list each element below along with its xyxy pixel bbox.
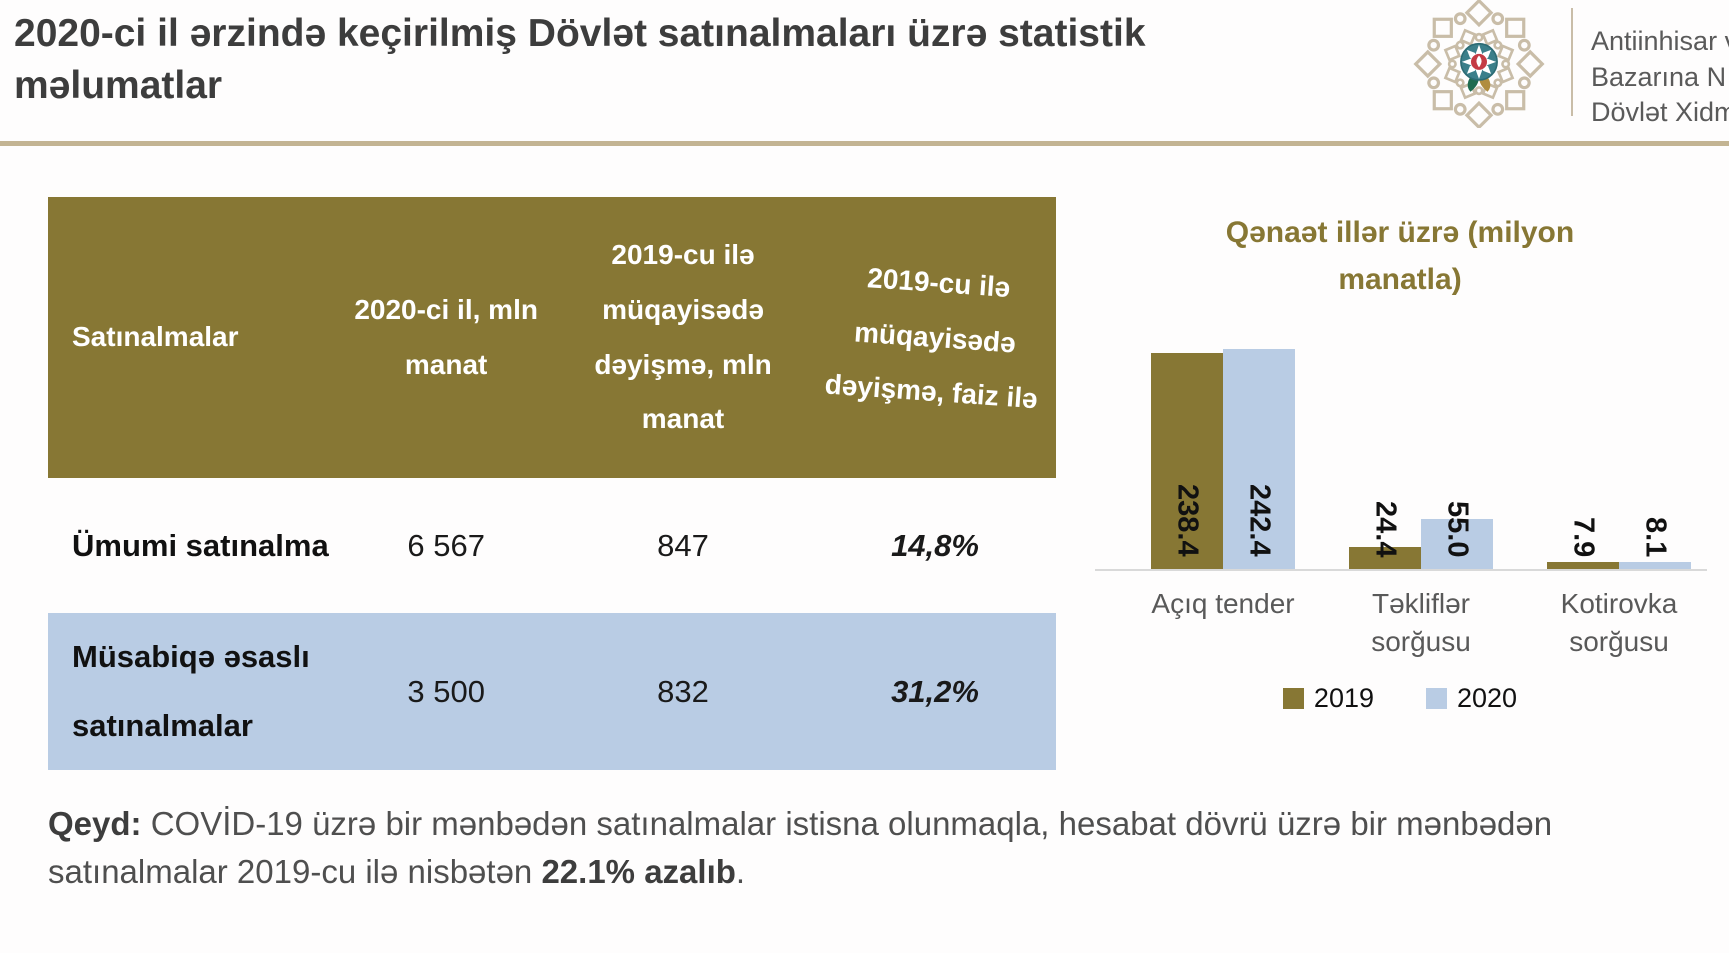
bar-value-label: 8.1 <box>1639 516 1672 557</box>
table-header-satinalmalar: Satınalmalar <box>72 321 239 353</box>
procurement-table: Satınalmalar 2020-ci il, mln manat 2019-… <box>48 197 1056 770</box>
bar-2019: 24.4 <box>1349 501 1421 569</box>
bar-value-label: 24.4 <box>1369 500 1402 557</box>
bar-group: 24.4 55.0 <box>1349 501 1493 569</box>
row-value-changepct: 14,8% <box>891 527 979 563</box>
agency-logo: Antiinhisar v Bazarına N Dövlət Xidm <box>1395 0 1729 132</box>
bar-2019: 238.4 <box>1151 353 1223 569</box>
footnote-period: . <box>735 852 746 890</box>
state-emblem-icon <box>1413 0 1545 128</box>
bar-value-label: 55.0 <box>1441 500 1474 557</box>
table-header-row: Satınalmalar 2020-ci il, mln manat 2019-… <box>48 197 1056 478</box>
chart-category-labels: Açıq tender Təkliflər sorğusu Kotirovka so… <box>1095 585 1707 681</box>
table-row-musabiqe: Müsabiqə əsaslı satınalmalar 3 500 832 3… <box>48 613 1056 770</box>
footnote: Qeyd: COVİD-19 üzrə bir mənbədən satınal… <box>48 800 1628 896</box>
footnote-text: COVİD-19 üzrə bir mənbədən satınalmalar … <box>48 805 1553 890</box>
category-label: Kotirovka sorğusu <box>1560 588 1678 657</box>
title-divider <box>0 141 1729 146</box>
bar-2020: 8.1 <box>1619 517 1691 569</box>
bar-value-label: 7.9 <box>1567 516 1600 557</box>
row-label: Ümumi satınalma <box>72 527 329 563</box>
legend-label: 2019 <box>1313 683 1374 713</box>
table-header-2020-mln: 2020-ci il, mln manat <box>354 293 538 380</box>
bar-group: 238.4 242.4 <box>1151 349 1295 569</box>
row-value-changepct: 31,2% <box>891 673 979 709</box>
bar-2020: 55.0 <box>1421 501 1493 569</box>
chart-legend: 2019 2020 <box>1085 683 1715 714</box>
category-label: Təkliflər sorğusu <box>1371 588 1471 657</box>
legend-swatch-icon <box>1282 688 1304 709</box>
chart-plot: 238.4 242.4 24.4 55.0 7.9 8.1 <box>1095 329 1707 571</box>
table-header-change-mln: 2019-cu ilə müqayisədə dəyişmə, mln mana… <box>594 239 772 435</box>
footnote-highlight: 22.1% azalıb <box>541 852 736 890</box>
agency-name-line3: Dövlət Xidm <box>1591 97 1729 128</box>
bar-2019: 7.9 <box>1547 517 1619 569</box>
row-label: Müsabiqə əsaslı satınalmalar <box>72 639 310 743</box>
row-value-changemln: 832 <box>657 673 709 709</box>
table-row-umumi: Ümumi satınalma 6 567 847 14,8% <box>48 478 1056 613</box>
table-header-change-pct: 2019-cu ilə müqayisədə dəyişmə, faiz ilə <box>823 261 1039 415</box>
category-label: Açıq tender <box>1151 588 1295 619</box>
legend-swatch-icon <box>1426 688 1447 709</box>
agency-name-line2: Bazarına N <box>1591 61 1727 92</box>
legend-item-2019: 2019 <box>1282 683 1374 714</box>
row-value-mln2020: 3 500 <box>407 673 485 709</box>
legend-item-2020: 2020 <box>1426 683 1517 714</box>
row-value-changemln: 847 <box>657 527 709 563</box>
legend-label: 2020 <box>1457 683 1518 713</box>
bar-group: 7.9 8.1 <box>1547 517 1691 569</box>
agency-name-line1: Antiinhisar v <box>1591 26 1729 56</box>
logo-separator <box>1571 8 1573 116</box>
row-value-mln2020: 6 567 <box>407 527 485 563</box>
page-title: 2020-ci il ərzində keçirilmiş Dövlət sat… <box>14 12 1146 108</box>
agency-name: Antiinhisar v Bazarına N Dövlət Xidm <box>1591 24 1729 131</box>
bar-2020: 242.4 <box>1223 349 1295 569</box>
emblem-center <box>1460 42 1498 92</box>
bar-value-label: 242.4 <box>1243 484 1276 557</box>
bar-value-label: 238.4 <box>1171 484 1204 557</box>
footnote-label: Qeyd: <box>48 805 142 842</box>
chart-title: Qənaət illər üzrə (milyon manatla) <box>1225 216 1575 296</box>
savings-chart: Qənaət illər üzrə (milyon manatla) 238.4… <box>1085 196 1715 714</box>
